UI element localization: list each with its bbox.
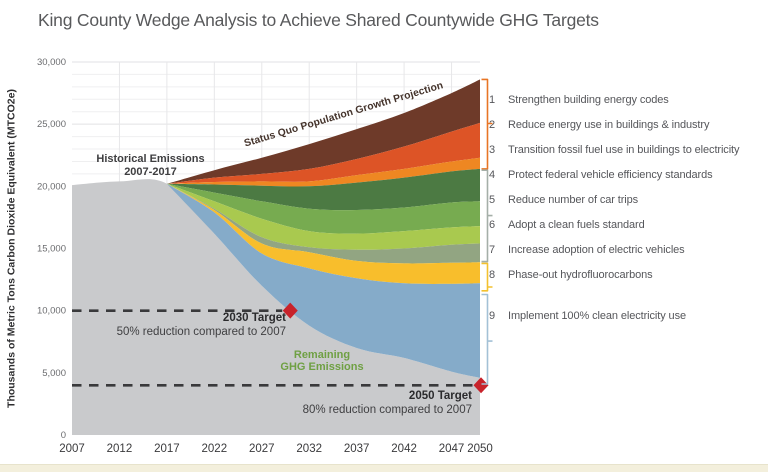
historical-label-line1: Historical Emissions — [96, 153, 205, 165]
bracket-wedges-1-3 — [481, 78, 493, 170]
x-tick-2012: 2012 — [107, 443, 133, 455]
legend-item-label: Reduce energy use in buildings & industr… — [508, 119, 710, 131]
y-tick-25,000: 25,000 — [37, 119, 66, 130]
y-tick-0: 0 — [61, 430, 66, 441]
x-tick-2050: 2050 — [467, 443, 493, 455]
y-tick-10,000: 10,000 — [37, 306, 66, 317]
legend-item-1: 1 Strengthen building energy codes — [489, 93, 765, 107]
wedge-area-7 — [166, 183, 480, 264]
y-tick-20,000: 20,000 — [37, 181, 66, 192]
legend-item-number: 8 — [489, 269, 496, 281]
x-tick-2042: 2042 — [391, 443, 417, 455]
x-tick-2007: 2007 — [59, 443, 85, 455]
historical-label-line2: 2007-2017 — [124, 166, 177, 178]
wedge-area-1 — [166, 79, 480, 184]
legend-item-number: 5 — [489, 194, 496, 206]
target-2030-annotation: 2030 Target 50% reduction compared to 20… — [100, 312, 286, 339]
legend-item-6: 6 Adopt a clean fuels standard — [489, 218, 765, 232]
wedge-area-5 — [166, 183, 480, 234]
legend-item-label: Phase-out hydrofluorocarbons — [508, 269, 653, 281]
wedge-area-9 — [166, 183, 480, 378]
remaining-label-line1: Remaining — [293, 349, 351, 361]
historical-emissions-label: Historical Emissions 2007-2017 — [78, 153, 223, 179]
legend-item-8: 8 Phase-out hydrofluorocarbons — [489, 268, 765, 282]
bracket-wedges-4-7 — [481, 169, 493, 263]
wedge-area-4 — [166, 168, 480, 211]
x-tick-2032: 2032 — [296, 443, 322, 455]
legend-item-9: 9 Implement 100% clean electricity use — [489, 309, 765, 323]
legend-item-number: 2 — [489, 119, 496, 131]
legend-item-number: 6 — [489, 219, 496, 231]
legend-item-3: 3 Transition fossil fuel use in buildings… — [489, 143, 765, 157]
legend-brackets — [481, 78, 493, 385]
legend-item-4: 4 Protect federal vehicle efficiency stan… — [489, 168, 765, 182]
remaining-ghg-emissions-label: Remaining GHG Emissions — [252, 349, 392, 373]
chart-title: King County Wedge Analysis to Achieve Sh… — [38, 10, 599, 30]
x-tick-2047: 2047 — [439, 443, 465, 455]
legend-item-label: Increase adoption of electric vehicles — [508, 244, 685, 256]
y-tick-15,000: 15,000 — [37, 244, 66, 255]
y-tick-labels: 30,000 25,000 20,000 15,000 10,000 5,000 0 — [37, 57, 66, 441]
target-2030-desc: 50% reduction compared to 2007 — [116, 325, 286, 338]
wedge-area-6 — [166, 183, 480, 250]
legend-item-label: Reduce number of car trips — [508, 194, 639, 206]
y-tick-30,000: 30,000 — [37, 57, 66, 68]
legend-item-label: Protect federal vehicle efficiency stand… — [508, 169, 713, 181]
x-tick-2027: 2027 — [249, 443, 275, 455]
legend-item-number: 3 — [489, 144, 496, 156]
areas — [72, 79, 480, 435]
legend-item-label: Implement 100% clean electricity use — [508, 310, 686, 322]
target-2050-annotation: 2050 Target 80% reduction compared to 20… — [286, 390, 472, 417]
legend-item-number: 7 — [489, 244, 496, 256]
target-2050-desc: 80% reduction compared to 2007 — [302, 403, 472, 416]
legend-item-label: Strengthen building energy codes — [508, 94, 669, 106]
legend: 1 Strengthen building energy codes 2 Reduce… — [489, 93, 765, 334]
target-lines — [72, 302, 489, 394]
remaining-label-line2: GHG Emissions — [280, 361, 364, 373]
target-2050-name: 2050 Target — [408, 390, 472, 402]
legend-item-number: 4 — [489, 169, 496, 181]
target-2030-name: 2030 Target — [222, 312, 286, 324]
legend-item-5: 5 Reduce number of car trips — [489, 193, 765, 207]
legend-item-number: 9 — [489, 310, 496, 322]
legend-item-number: 1 — [489, 94, 496, 106]
x-tick-2037: 2037 — [344, 443, 370, 455]
x-tick-labels: 2007 2012 2017 2022 2027 2032 2037 2042 2047 2050 — [59, 443, 493, 455]
remaining-and-historical-area — [72, 179, 480, 435]
legend-item-2: 2 Reduce energy use in buildings & indust… — [489, 118, 765, 132]
legend-item-7: 7 Increase adoption of electric vehicles — [489, 243, 765, 257]
x-tick-2017: 2017 — [154, 443, 180, 455]
slide-bottom-border — [0, 464, 768, 472]
wedge-area-8 — [166, 183, 480, 284]
wedge-area-3 — [166, 157, 480, 187]
legend-item-label: Transition fossil fuel use in buildings … — [508, 144, 740, 156]
legend-item-label: Adopt a clean fuels standard — [508, 219, 645, 231]
target-diamond-2050 — [473, 377, 489, 394]
y-tick-5,000: 5,000 — [42, 368, 66, 379]
target-diamond-2030 — [282, 302, 298, 319]
bracket-wedge-8 — [481, 262, 493, 292]
wedge-area-2 — [166, 122, 480, 184]
x-tick-2022: 2022 — [202, 443, 228, 455]
bracket-wedge-9 — [481, 293, 493, 385]
